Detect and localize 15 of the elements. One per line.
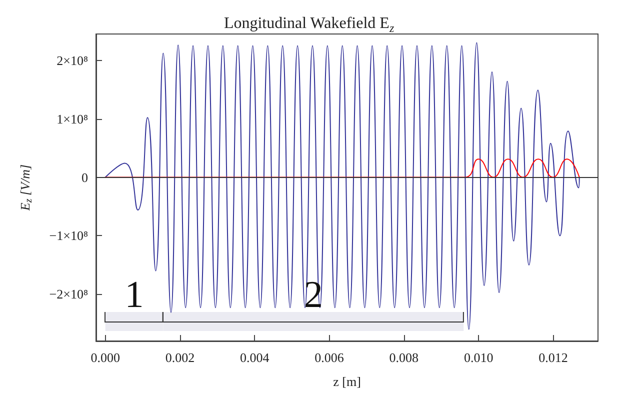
y-axis-title: Ez [V/m]: [18, 164, 34, 212]
x-tick-label: 0.010: [464, 350, 494, 365]
band-label: 1: [124, 274, 145, 316]
y-tick-label: 0: [82, 170, 88, 185]
y-tick-label: 1×10⁸: [56, 111, 88, 126]
x-axis-title: z [m]: [333, 374, 361, 389]
y-tick-label: −1×10⁸: [49, 228, 88, 244]
x-tick-label: 0.000: [90, 350, 120, 365]
x-tick-label: 0.008: [389, 350, 419, 365]
x-tick-label: 0.006: [314, 350, 344, 365]
x-tick-label: 0.012: [538, 350, 568, 365]
x-tick-label: 0.004: [240, 350, 270, 365]
y-tick-label: 2×10⁸: [56, 52, 88, 68]
y-tick-label: −2×10⁸: [49, 286, 88, 302]
x-tick-label: 0.002: [165, 350, 195, 365]
